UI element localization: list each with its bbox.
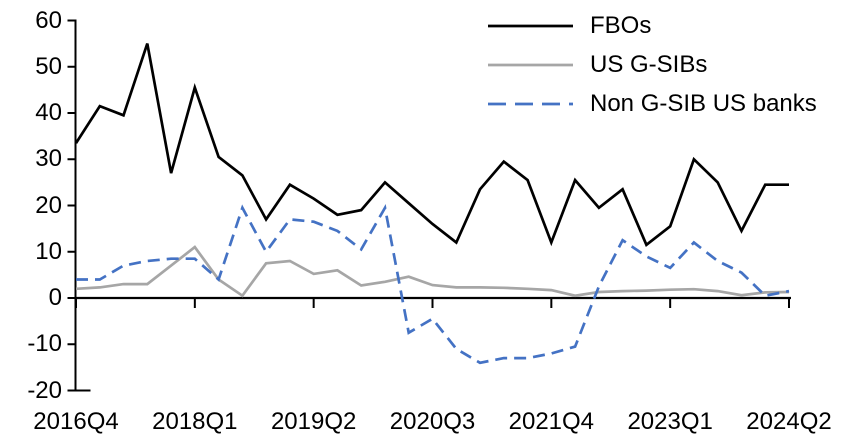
us-gsibs-line-sample xyxy=(488,63,573,67)
legend-item-fbos: FBOs xyxy=(488,12,817,40)
legend-item-us-gsibs: US G-SIBs xyxy=(488,51,817,79)
x-tick-label: 2018Q1 xyxy=(152,408,238,435)
y-tick-label: 20 xyxy=(35,191,62,219)
y-tick-label: 50 xyxy=(35,52,62,80)
x-tick-label: 2024Q2 xyxy=(746,408,832,435)
x-tick-label: 2020Q3 xyxy=(389,408,476,435)
legend-label-us-gsibs: US G-SIBs xyxy=(590,51,708,78)
y-tick-label: 60 xyxy=(35,6,62,34)
x-tick-label: 2023Q1 xyxy=(627,408,713,435)
series-line-us-g-sibs xyxy=(75,245,790,298)
y-tick-label: 10 xyxy=(35,237,62,265)
legend-item-non-gsib-us-banks: Non G-SIB US banks xyxy=(488,90,817,118)
series-line-non-g-sib-us-banks xyxy=(76,203,790,365)
non-gsib-us-banks-line-sample xyxy=(488,102,573,106)
y-tick-label: 40 xyxy=(35,99,62,126)
y-tick-label: 30 xyxy=(35,145,62,173)
legend-label-non-gsib-us-banks: Non G-SIB US banks xyxy=(590,90,817,117)
legend-label-fbos: FBOs xyxy=(590,12,652,39)
legend: FBOs US G-SIBs Non G-SIB US banks xyxy=(488,12,817,129)
y-tick-label: 0 xyxy=(48,284,62,311)
x-tick-label: 2019Q2 xyxy=(270,408,357,435)
x-tick-label: 2021Q4 xyxy=(508,408,595,435)
series-line-fbos xyxy=(74,43,789,247)
fbos-line-sample xyxy=(488,24,573,28)
x-tick-label: 2016Q4 xyxy=(33,408,119,435)
y-tick-label: -20 xyxy=(27,376,62,404)
y-tick-label: -10 xyxy=(27,330,62,358)
